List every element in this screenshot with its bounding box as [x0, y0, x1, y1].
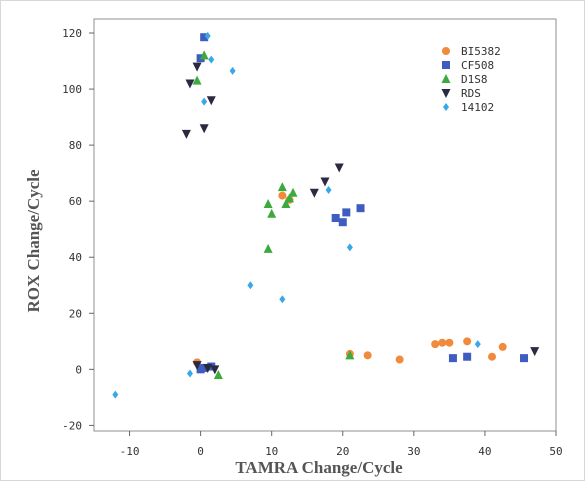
data-point-rds — [181, 129, 191, 139]
data-point-d1s8 — [263, 198, 273, 208]
legend-label: 14102 — [461, 101, 494, 114]
y-axis-ticks: -20 0 20 40 60 80 100 120 — [62, 27, 94, 432]
y-tick-label: 0 — [75, 363, 82, 376]
x-tick-label: 40 — [478, 445, 491, 458]
data-point-d1s8 — [277, 182, 287, 192]
legend-label: RDS — [461, 87, 481, 100]
data-point-14102 — [186, 369, 193, 378]
y-axis-title: ROX Change/Cycle — [24, 169, 43, 313]
data-point-bi5382 — [363, 351, 372, 360]
legend-label: BI5382 — [461, 45, 501, 58]
y-tick-label: 120 — [62, 27, 82, 40]
data-point-rds — [530, 347, 540, 357]
data-point-bi5382 — [395, 355, 404, 364]
data-point-bi5382 — [438, 338, 447, 347]
data-point-bi5382 — [278, 191, 287, 200]
data-point-rds — [192, 361, 202, 371]
x-axis-ticks: -10 0 10 20 30 40 50 — [120, 431, 563, 458]
data-point-rds — [203, 363, 213, 373]
legend-marker-rds — [441, 89, 451, 98]
data-point-cf508 — [200, 363, 209, 372]
data-point-d1s8 — [345, 350, 355, 360]
legend-marker-14102 — [443, 103, 449, 111]
data-point-14102 — [346, 243, 353, 252]
data-point-bi5382 — [431, 340, 440, 349]
data-point-14102 — [201, 97, 208, 106]
data-point-cf508 — [338, 218, 347, 227]
legend-marker-bi5382 — [442, 47, 450, 55]
y-tick-label: 60 — [69, 195, 82, 208]
data-point-rds — [206, 96, 216, 106]
legend-label: CF508 — [461, 59, 494, 72]
data-point-rds — [210, 365, 220, 375]
data-point-14102 — [279, 295, 286, 304]
data-point-cf508 — [342, 208, 351, 217]
data-point-rds — [185, 79, 195, 89]
data-point-14102 — [229, 66, 236, 75]
x-tick-label: 30 — [407, 445, 420, 458]
data-point-d1s8 — [267, 208, 277, 218]
x-tick-label: -10 — [120, 445, 140, 458]
x-tick-label: 0 — [197, 445, 204, 458]
data-point-bi5382 — [498, 342, 507, 351]
data-point-rds — [320, 177, 330, 187]
data-point-cf508 — [520, 354, 529, 363]
legend-marker-d1s8 — [441, 74, 451, 83]
data-point-rds — [192, 62, 202, 72]
x-tick-label: 50 — [549, 445, 562, 458]
data-point-cf508 — [331, 213, 340, 222]
y-tick-label: 40 — [69, 251, 82, 264]
data-point-d1s8 — [213, 369, 223, 379]
data-point-d1s8 — [192, 75, 202, 85]
y-tick-label: 100 — [62, 83, 82, 96]
data-point-d1s8 — [199, 50, 209, 60]
legend-marker-cf508 — [442, 61, 450, 69]
data-point-14102 — [474, 340, 481, 349]
data-point-14102 — [112, 390, 119, 399]
x-tick-label: 20 — [336, 445, 349, 458]
data-point-14102 — [325, 185, 332, 194]
data-point-cf508 — [448, 354, 457, 363]
y-tick-label: 80 — [69, 139, 82, 152]
data-point-bi5382 — [463, 337, 472, 346]
y-tick-label: -20 — [62, 419, 82, 432]
data-point-bi5382 — [488, 352, 497, 361]
data-point-cf508 — [356, 204, 365, 213]
plot-area — [93, 18, 557, 432]
data-point-d1s8 — [288, 187, 298, 197]
data-point-14102 — [204, 31, 211, 40]
data-points — [112, 31, 540, 399]
data-point-rds — [309, 188, 319, 198]
data-point-14102 — [208, 55, 215, 64]
y-tick-label: 20 — [69, 307, 82, 320]
data-point-d1s8 — [281, 198, 291, 208]
x-axis-title: TAMRA Change/Cycle — [235, 458, 403, 477]
data-point-14102 — [247, 281, 254, 290]
legend-label: D1S8 — [461, 73, 488, 86]
data-point-d1s8 — [263, 243, 273, 253]
data-point-cf508 — [463, 352, 472, 361]
x-tick-label: 10 — [265, 445, 278, 458]
data-point-cf508 — [200, 33, 209, 42]
data-point-rds — [199, 124, 209, 134]
data-point-bi5382 — [445, 338, 454, 347]
data-point-rds — [334, 163, 344, 173]
data-point-d1s8 — [284, 193, 294, 203]
